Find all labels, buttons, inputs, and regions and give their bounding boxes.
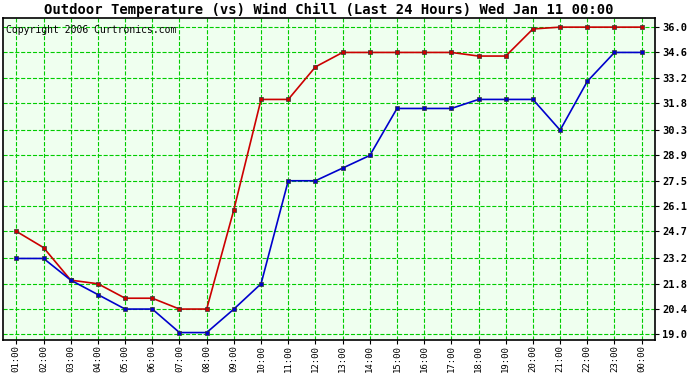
Title: Outdoor Temperature (vs) Wind Chill (Last 24 Hours) Wed Jan 11 00:00: Outdoor Temperature (vs) Wind Chill (Las… bbox=[44, 3, 614, 17]
Text: Copyright 2006 Curtronics.com: Copyright 2006 Curtronics.com bbox=[6, 24, 177, 34]
